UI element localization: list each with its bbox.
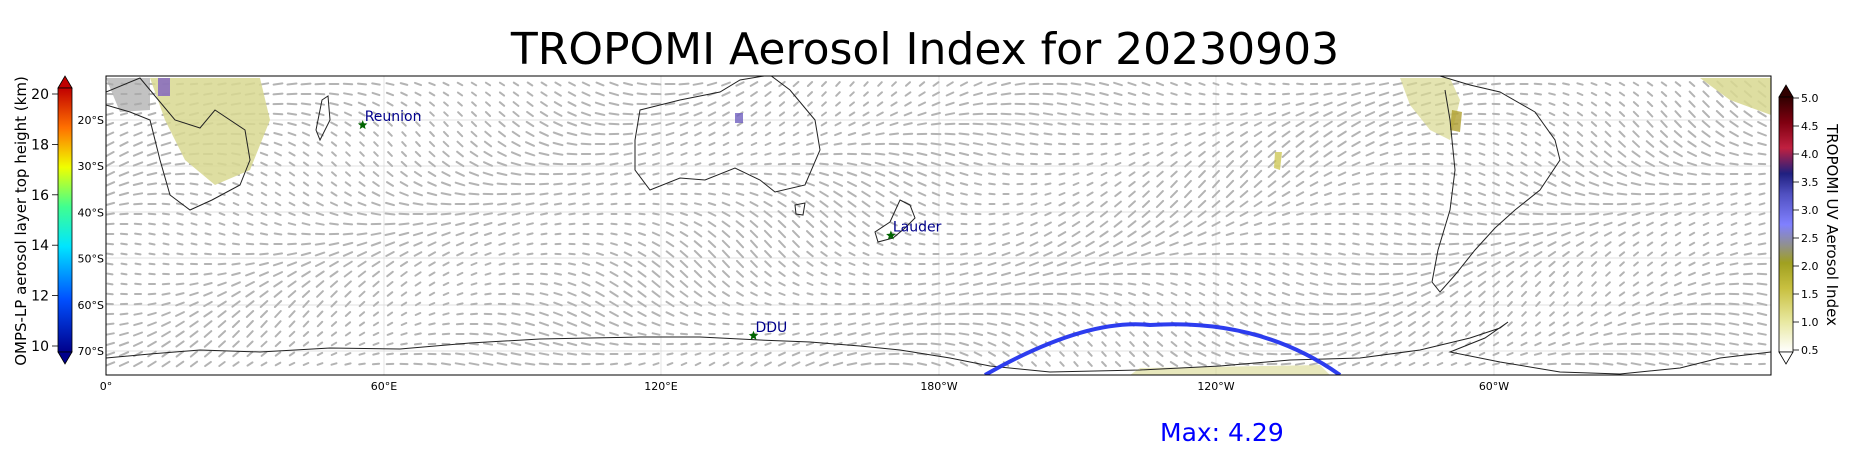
left-colorbar-tick: 10 bbox=[31, 339, 49, 355]
max-value: Max: 4.29 bbox=[1160, 418, 1284, 447]
site-marker bbox=[357, 120, 368, 130]
latitude-label: 70°S bbox=[78, 345, 104, 358]
latitude-label: 20°S bbox=[78, 114, 104, 127]
longitude-label: 180°W bbox=[920, 380, 957, 393]
map-area: Reunion Lauder DDU bbox=[106, 76, 1771, 375]
right-colorbar-tick: 1.0 bbox=[1801, 316, 1819, 329]
coastlines bbox=[106, 76, 1771, 375]
left-colorbar-label: OMPS-LP aerosol layer top height (km) bbox=[12, 76, 30, 366]
left-colorbar-tick: 18 bbox=[31, 137, 49, 153]
right-colorbar-tick: 3.0 bbox=[1801, 204, 1819, 217]
map-title: TROPOMI Aerosol Index for 20230903 bbox=[510, 24, 1340, 75]
right-colorbar: 0.5 1.0 1.5 2.0 2.5 3.0 3.5 4.0 4.5 5.0 TROPOMI U… bbox=[1778, 84, 1841, 365]
right-colorbar-tick: 4.0 bbox=[1801, 148, 1819, 161]
right-colorbar-tick: 2.0 bbox=[1801, 260, 1819, 273]
latitude-labels: 20°S 30°S 40°S 50°S 60°S 70°S bbox=[78, 114, 104, 358]
right-colorbar-tick: 3.5 bbox=[1801, 176, 1819, 189]
right-colorbar-tick: 2.5 bbox=[1801, 232, 1819, 245]
longitude-label: 120°E bbox=[644, 380, 677, 393]
site-marker bbox=[886, 230, 896, 240]
site-label: Lauder bbox=[893, 220, 942, 236]
map-frame bbox=[105, 75, 1772, 376]
left-colorbar-tick: 16 bbox=[31, 188, 49, 204]
site-marker bbox=[748, 330, 759, 340]
latitude-label: 30°S bbox=[78, 160, 104, 173]
longitude-label: 60°W bbox=[1479, 380, 1509, 393]
longitude-label: 120°W bbox=[1197, 380, 1234, 393]
left-colorbar: 10 12 14 16 18 20 OMPS-LP aerosol layer top h… bbox=[12, 75, 73, 366]
latitude-label: 60°S bbox=[78, 299, 104, 312]
longitude-label: 60°E bbox=[371, 380, 397, 393]
right-colorbar-label: TROPOMI UV Aerosol Index bbox=[1823, 123, 1841, 326]
latitude-label: 40°S bbox=[78, 206, 104, 219]
right-colorbar-tick: 0.5 bbox=[1801, 344, 1819, 357]
omps-orbit-track bbox=[984, 322, 1342, 375]
left-colorbar-tick: 20 bbox=[31, 87, 49, 103]
aerosol-patches bbox=[106, 78, 1771, 375]
longitude-labels: 0° 60°E 120°E 180°W 120°W 60°W bbox=[100, 380, 1510, 393]
right-colorbar-tick: 4.5 bbox=[1801, 120, 1819, 133]
right-colorbar-tick: 5.0 bbox=[1801, 92, 1819, 105]
left-colorbar-tick: 14 bbox=[31, 238, 49, 254]
left-colorbar-tick: 12 bbox=[31, 289, 49, 305]
site-label: Reunion bbox=[365, 109, 422, 125]
longitude-label: 0° bbox=[100, 380, 113, 393]
site-label: DDU bbox=[756, 320, 788, 336]
latitude-label: 50°S bbox=[78, 253, 104, 266]
right-colorbar-tick: 1.5 bbox=[1801, 288, 1819, 301]
